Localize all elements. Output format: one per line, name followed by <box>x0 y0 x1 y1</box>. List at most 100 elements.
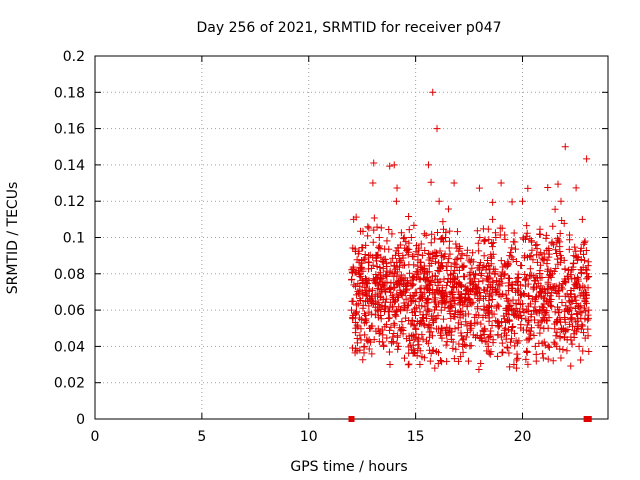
data-point <box>516 301 524 309</box>
data-point <box>532 308 540 316</box>
y-axis-label: SRMTID / TECUs <box>5 182 21 295</box>
data-point <box>549 357 557 365</box>
y-tick-label: 0.1 <box>63 231 85 247</box>
data-point <box>420 354 428 362</box>
data-point <box>563 290 571 298</box>
data-point <box>475 247 483 255</box>
data-point <box>391 251 399 259</box>
data-point <box>424 296 432 304</box>
data-point <box>564 325 572 333</box>
data-point <box>520 309 528 317</box>
data-point <box>399 277 407 285</box>
data-point <box>416 308 424 316</box>
data-point <box>368 299 376 307</box>
data-point <box>423 307 431 315</box>
data-point <box>397 271 405 279</box>
data-point <box>525 327 533 335</box>
data-point <box>580 250 588 258</box>
data-point <box>447 314 455 322</box>
data-point <box>393 258 401 266</box>
data-point <box>504 258 512 266</box>
data-point <box>376 245 384 253</box>
data-point <box>387 283 395 291</box>
data-point <box>435 259 443 267</box>
data-point <box>519 234 527 242</box>
data-point <box>349 314 357 322</box>
data-point <box>524 302 532 310</box>
data-point <box>368 350 376 358</box>
data-point <box>495 291 503 299</box>
data-point <box>543 246 551 254</box>
data-point <box>574 277 582 285</box>
data-point <box>502 335 510 343</box>
data-point <box>532 357 540 365</box>
data-point <box>440 296 448 304</box>
data-point <box>422 267 430 275</box>
data-point <box>421 303 429 311</box>
data-point <box>537 282 545 290</box>
data-point <box>503 343 511 351</box>
data-point <box>551 308 559 316</box>
data-point <box>505 302 513 310</box>
data-point <box>579 347 587 355</box>
data-point <box>364 297 372 305</box>
data-point <box>405 316 413 324</box>
y-tick-label: 0.14 <box>54 158 85 174</box>
data-point <box>440 275 448 283</box>
data-point <box>574 310 582 318</box>
data-point <box>570 259 578 267</box>
data-point <box>372 270 380 278</box>
data-point <box>375 281 383 289</box>
data-point <box>464 310 472 318</box>
data-point <box>450 259 458 267</box>
axis-ticks: 0 0.02 0.04 0.06 0.08 0.1 0.12 0.14 0.16 0.18 0.2 0… <box>54 49 608 445</box>
data-point <box>509 322 517 330</box>
data-point <box>533 251 541 259</box>
data-point <box>369 261 377 269</box>
data-point <box>469 249 477 257</box>
data-point <box>457 255 465 263</box>
data-point <box>453 228 461 236</box>
data-point <box>544 184 552 191</box>
data-point <box>434 228 442 236</box>
data-point <box>566 320 574 328</box>
data-point <box>450 275 458 283</box>
data-point <box>434 281 442 289</box>
data-point <box>536 230 544 238</box>
data-point <box>354 287 362 295</box>
data-point <box>402 295 410 303</box>
data-point <box>471 320 479 328</box>
data-point <box>578 321 586 329</box>
data-point <box>508 198 516 206</box>
data-point <box>494 352 502 360</box>
data-point <box>393 268 401 276</box>
data-point <box>545 253 553 261</box>
data-point <box>556 345 564 353</box>
data-point <box>479 313 487 321</box>
data-point <box>512 300 520 308</box>
data-point <box>445 237 453 245</box>
data-point <box>480 286 488 294</box>
data-point <box>553 328 561 336</box>
y-tick-label: 0.08 <box>54 267 85 283</box>
data-point <box>457 353 465 361</box>
data-point <box>510 229 518 237</box>
data-point <box>384 315 392 323</box>
data-point <box>504 274 512 282</box>
data-point <box>358 256 366 264</box>
data-point <box>501 235 509 243</box>
data-point <box>444 259 452 267</box>
data-point <box>523 348 531 356</box>
data-point <box>373 251 381 259</box>
data-point <box>369 238 377 246</box>
y-tick-label: 0.12 <box>54 194 85 210</box>
data-point <box>460 262 468 270</box>
data-point <box>484 342 492 350</box>
data-point <box>460 341 468 349</box>
data-point <box>562 302 570 310</box>
data-point <box>526 272 534 280</box>
data-point <box>526 265 534 273</box>
data-point <box>494 281 502 289</box>
data-point <box>425 307 433 315</box>
data-point <box>559 285 567 293</box>
